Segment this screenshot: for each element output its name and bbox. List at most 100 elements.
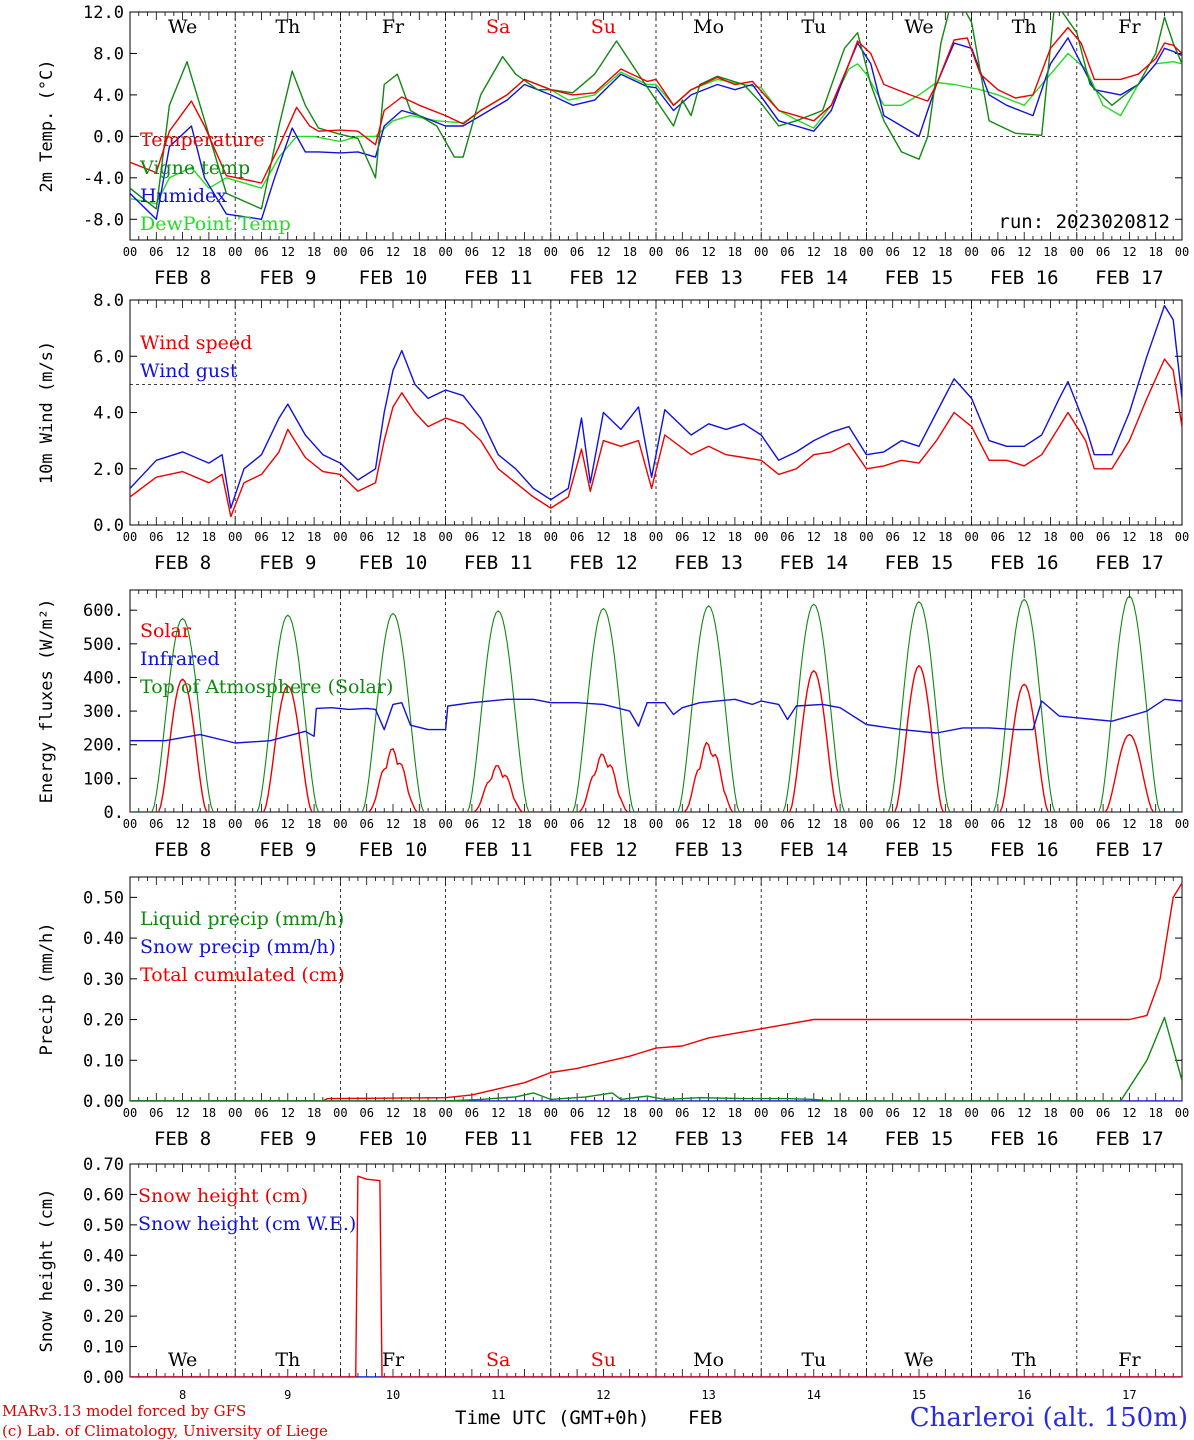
weekday-label: Th: [275, 1349, 300, 1371]
date-label: FEB 12: [569, 267, 638, 289]
hour-tick-label: 12: [596, 245, 610, 259]
date-label: FEB 8: [154, 267, 211, 289]
hour-tick-label: 06: [465, 530, 479, 544]
weekday-label: Su: [591, 1349, 616, 1371]
date-label: FEB 14: [779, 267, 848, 289]
series-line: [130, 12, 1182, 210]
hour-tick-label: 06: [1096, 530, 1110, 544]
series-line: [130, 26, 1182, 184]
date-label: FEB 13: [674, 1128, 743, 1150]
hour-tick-label: 06: [254, 530, 268, 544]
y-tick-label: 0.40: [83, 1246, 124, 1266]
day-number-label: 12: [596, 1388, 610, 1402]
weekday-label: Th: [1012, 1349, 1037, 1371]
weekday-label: Fr: [1118, 1349, 1141, 1371]
date-label: FEB 12: [569, 552, 638, 574]
series-toa-solar: [130, 595, 1182, 812]
weekday-label: Fr: [1118, 16, 1141, 38]
y-tick-label: 4.0: [93, 404, 124, 424]
hour-tick-label: 06: [675, 1106, 689, 1120]
hour-tick-label: 00: [649, 817, 663, 831]
hour-tick-label: 12: [596, 1106, 610, 1120]
y-tick-label: -8.0: [83, 210, 124, 230]
panel-snow: 0.70 0.60 0.50 0.40 0.30 0.20 0.10 0.00 Snow hei…: [37, 1155, 1183, 1402]
hour-tick-label: 00: [333, 530, 347, 544]
weekday-label: Tu: [801, 1349, 826, 1371]
hour-tick-label: 12: [175, 245, 189, 259]
hour-tick-label: 12: [701, 817, 715, 831]
y-tick-label: 6.0: [93, 347, 124, 367]
hour-tick-label: 06: [991, 1106, 1005, 1120]
hour-tick-label: 06: [780, 245, 794, 259]
hour-tick-label: 12: [281, 817, 295, 831]
date-label: FEB 9: [259, 552, 316, 574]
y-tick-label: 8.0: [93, 44, 124, 64]
y-tick-label: 0.10: [83, 1338, 124, 1358]
weekday-label: We: [168, 1349, 197, 1371]
hour-tick-label: 18: [833, 530, 847, 544]
hour-tick-label: 06: [254, 817, 268, 831]
series-line: [130, 1175, 1182, 1377]
series-group: [130, 12, 1182, 220]
hour-tick-label: 12: [281, 1106, 295, 1120]
hour-tick-label: 18: [202, 530, 216, 544]
hour-tick-label: 12: [1017, 817, 1031, 831]
hour-tick-label: 18: [412, 817, 426, 831]
hour-tick-label: 00: [438, 530, 452, 544]
hour-tick-label: 18: [1148, 530, 1162, 544]
hour-tick-label: 00: [859, 245, 873, 259]
hour-tick-label: 18: [833, 245, 847, 259]
hour-tick-label: 00: [1175, 1106, 1189, 1120]
hour-tick-label: 18: [1043, 1106, 1057, 1120]
legend-entry: Liquid precip (mm/h): [140, 908, 344, 930]
day-number-label: 15: [912, 1388, 926, 1402]
hour-tick-label: 12: [1017, 530, 1031, 544]
date-label: FEB 11: [464, 552, 533, 574]
legend-entry: Vigne temp: [139, 157, 250, 179]
hour-tick-label: 06: [570, 817, 584, 831]
hour-tick-label: 12: [386, 245, 400, 259]
hour-tick-label: 00: [544, 817, 558, 831]
date-label: FEB 9: [259, 267, 316, 289]
y-tick-label: 4.0: [93, 86, 124, 106]
hour-tick-label: 18: [728, 245, 742, 259]
hour-tick-label: 06: [780, 1106, 794, 1120]
x-axis-month: FEB: [688, 1407, 722, 1429]
hour-tick-label: 12: [1017, 245, 1031, 259]
series-group: [130, 304, 1182, 518]
legend-entry: Humidex: [140, 185, 227, 207]
hour-tick-label: 18: [307, 530, 321, 544]
date-label: FEB 10: [359, 552, 428, 574]
hour-tick-label: 06: [675, 530, 689, 544]
legend-entry: Top of Atmosphere (Solar): [140, 676, 393, 698]
date-label: FEB 11: [464, 839, 533, 861]
day-number-label: 17: [1122, 1388, 1136, 1402]
series-solar: [130, 665, 1182, 812]
hour-tick-label: 00: [649, 530, 663, 544]
hour-tick-label: 00: [544, 245, 558, 259]
weekday-label: Sa: [486, 1349, 510, 1371]
y-tick-label: 0.70: [83, 1155, 124, 1175]
panel-energy: 600. 500. 400. 300. 200. 100. 0. Energy fluxes …: [37, 589, 1189, 861]
date-label: FEB 13: [674, 839, 743, 861]
y-axis-label: Snow height (cm): [37, 1189, 57, 1353]
hour-tick-label: 18: [938, 530, 952, 544]
hour-tick-label: 00: [123, 817, 137, 831]
weekday-label: Mo: [693, 16, 724, 38]
hour-tick-label: 12: [912, 817, 926, 831]
weekday-label: Fr: [382, 1349, 405, 1371]
hour-tick-label: 00: [544, 1106, 558, 1120]
hour-tick-label: 00: [964, 817, 978, 831]
hour-tick-label: 12: [175, 817, 189, 831]
date-label: FEB 14: [779, 1128, 848, 1150]
footer-lab: (c) Lab. of Climatology, University of L…: [2, 1422, 328, 1440]
y-tick-label: 0.50: [83, 888, 124, 908]
y-tick-label: 600.: [83, 601, 124, 621]
hour-tick-label: 12: [491, 530, 505, 544]
hour-tick-label: 12: [912, 530, 926, 544]
series-group: [130, 882, 1182, 1101]
hour-tick-label: 06: [1096, 817, 1110, 831]
date-label: FEB 8: [154, 839, 211, 861]
hour-tick-label: 18: [1043, 530, 1057, 544]
legend-entry: DewPoint Temp: [140, 213, 291, 235]
